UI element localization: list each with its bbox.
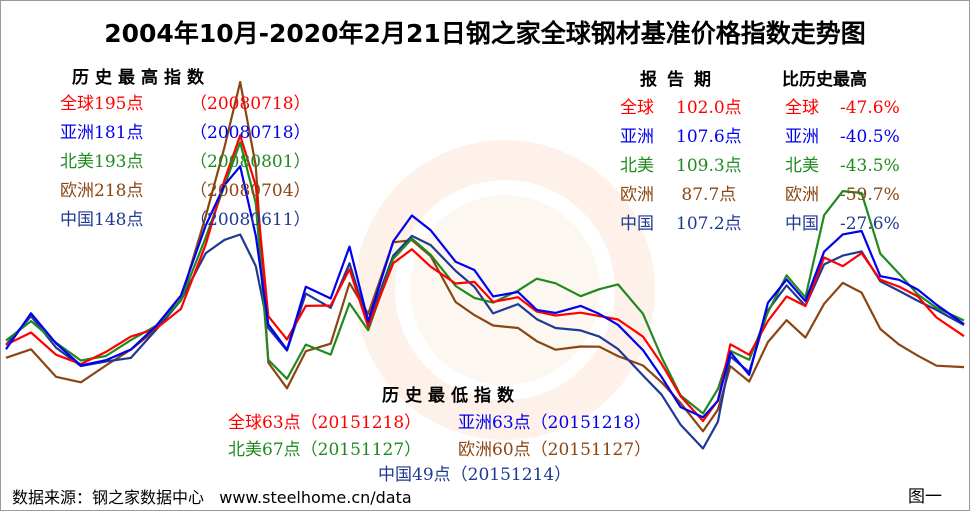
high-date-china: （20080611） <box>190 210 311 230</box>
compare-pct-global: -47.6% <box>840 98 900 118</box>
series-line-asia <box>5 165 965 419</box>
compare-pct-asia: -40.5% <box>840 127 900 147</box>
compare-region-china: 中国 <box>785 214 819 234</box>
compare-region-europe: 欧洲 <box>785 185 819 205</box>
compare-region-namerica: 北美 <box>785 156 819 176</box>
low-label-asia: 亚洲63点（20151218） <box>458 413 652 433</box>
compare-region-asia: 亚洲 <box>785 127 819 147</box>
low-label-global: 全球63点（20151218） <box>228 413 422 433</box>
report-value-asia: 107.6点 <box>676 127 742 147</box>
series-line-europe <box>5 80 965 433</box>
low-label-namerica: 北美67点（20151127） <box>228 440 422 460</box>
high-date-global: （20080718） <box>190 94 311 114</box>
low-header: 历史最低指数 <box>382 386 520 406</box>
high-date-europe: （20080704） <box>190 181 311 201</box>
report-region-namerica: 北美 <box>620 156 654 176</box>
high-label-china: 中国148点 <box>60 210 144 230</box>
watermark-logo <box>355 140 655 440</box>
report-value-china: 107.2点 <box>676 214 742 234</box>
compare-header: 比历史最高 <box>782 70 867 90</box>
compare-pct-europe: -59.7% <box>840 185 900 205</box>
high-label-asia: 亚洲181点 <box>60 123 144 143</box>
high-label-namerica: 北美193点 <box>60 152 144 172</box>
report-region-china: 中国 <box>620 214 654 234</box>
high-date-namerica: （20080801） <box>190 152 311 172</box>
figure-label: 图一 <box>908 487 942 507</box>
low-label-europe: 欧洲60点（20151127） <box>458 440 652 460</box>
report-value-europe: 87.7点 <box>676 185 737 205</box>
compare-pct-china: -27.6% <box>840 214 900 234</box>
report-region-europe: 欧洲 <box>620 185 654 205</box>
high-label-global: 全球195点 <box>60 94 144 114</box>
report-header: 报告期 <box>640 70 721 90</box>
high-date-asia: （20080718） <box>190 123 311 143</box>
series-line-namerica <box>5 141 965 415</box>
chart-title: 2004年10月-2020年2月21日钢之家全球钢材基准价格指数走势图 <box>104 19 866 48</box>
high-header: 历史最高指数 <box>72 68 210 88</box>
report-region-global: 全球 <box>620 98 654 118</box>
report-value-namerica: 109.3点 <box>676 156 742 176</box>
compare-region-global: 全球 <box>785 98 819 118</box>
high-label-europe: 欧洲218点 <box>60 181 144 201</box>
series-line-global <box>5 134 965 423</box>
report-region-asia: 亚洲 <box>620 127 654 147</box>
report-value-global: 102.0点 <box>676 98 742 118</box>
compare-pct-namerica: -43.5% <box>840 156 900 176</box>
data-source: 数据来源：钢之家数据中心 www.steelhome.cn/data <box>12 488 412 507</box>
low-label-china: 中国49点（20151214） <box>378 465 572 485</box>
